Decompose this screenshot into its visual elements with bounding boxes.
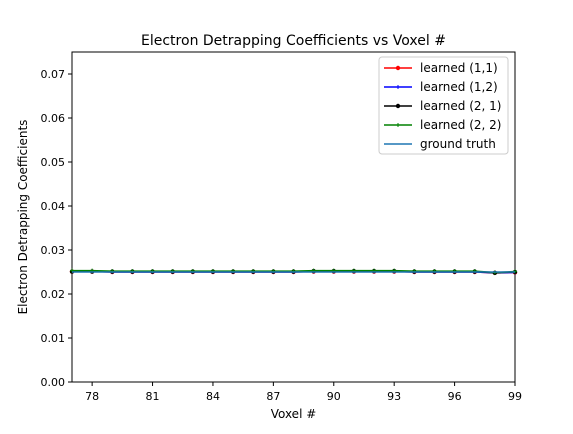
x-tick-label: 81	[146, 390, 160, 403]
legend: learned (1,1) learned (1,2) learned (2, 1)…	[378, 56, 509, 155]
legend-marker	[395, 103, 401, 109]
y-tick-label: 0.05	[41, 156, 66, 169]
x-axis: 78 81 84 87 90 93 96 99	[85, 382, 522, 403]
legend-box	[378, 56, 509, 155]
x-axis-label: Voxel #	[271, 407, 317, 421]
y-tick-label: 0.04	[41, 200, 66, 213]
legend-label: learned (2, 2)	[420, 118, 501, 132]
chart-title: Electron Detrapping Coefficients vs Voxe…	[141, 33, 446, 49]
x-tick-label: 93	[387, 390, 401, 403]
x-tick-label: 78	[85, 390, 99, 403]
y-tick-label: 0.07	[41, 68, 66, 81]
legend-label: learned (2, 1)	[420, 99, 501, 113]
legend-label: learned (1,2)	[420, 80, 498, 94]
x-tick-label: 96	[448, 390, 462, 403]
y-tick-label: 0.02	[41, 288, 66, 301]
legend-marker	[396, 85, 400, 89]
legend-label: ground truth	[420, 137, 496, 151]
y-tick-label: 0.00	[41, 376, 66, 389]
y-tick-label: 0.03	[41, 244, 66, 257]
y-axis: 0.00 0.01 0.02 0.03 0.04 0.05 0.06 0.07	[41, 68, 72, 389]
series-group	[69, 268, 518, 276]
legend-entries: learned (1,1) learned (1,2) learned (2, 1)…	[384, 61, 501, 151]
legend-marker	[395, 65, 401, 71]
y-tick-label: 0.01	[41, 332, 66, 345]
x-tick-label: 84	[206, 390, 220, 403]
legend-marker	[396, 123, 400, 127]
x-tick-label: 87	[266, 390, 280, 403]
y-axis-label: Electron Detrapping Coefficients	[16, 120, 30, 315]
y-tick-label: 0.06	[41, 112, 66, 125]
x-tick-label: 90	[327, 390, 341, 403]
x-tick-label: 99	[508, 390, 522, 403]
legend-label: learned (1,1)	[420, 61, 498, 75]
